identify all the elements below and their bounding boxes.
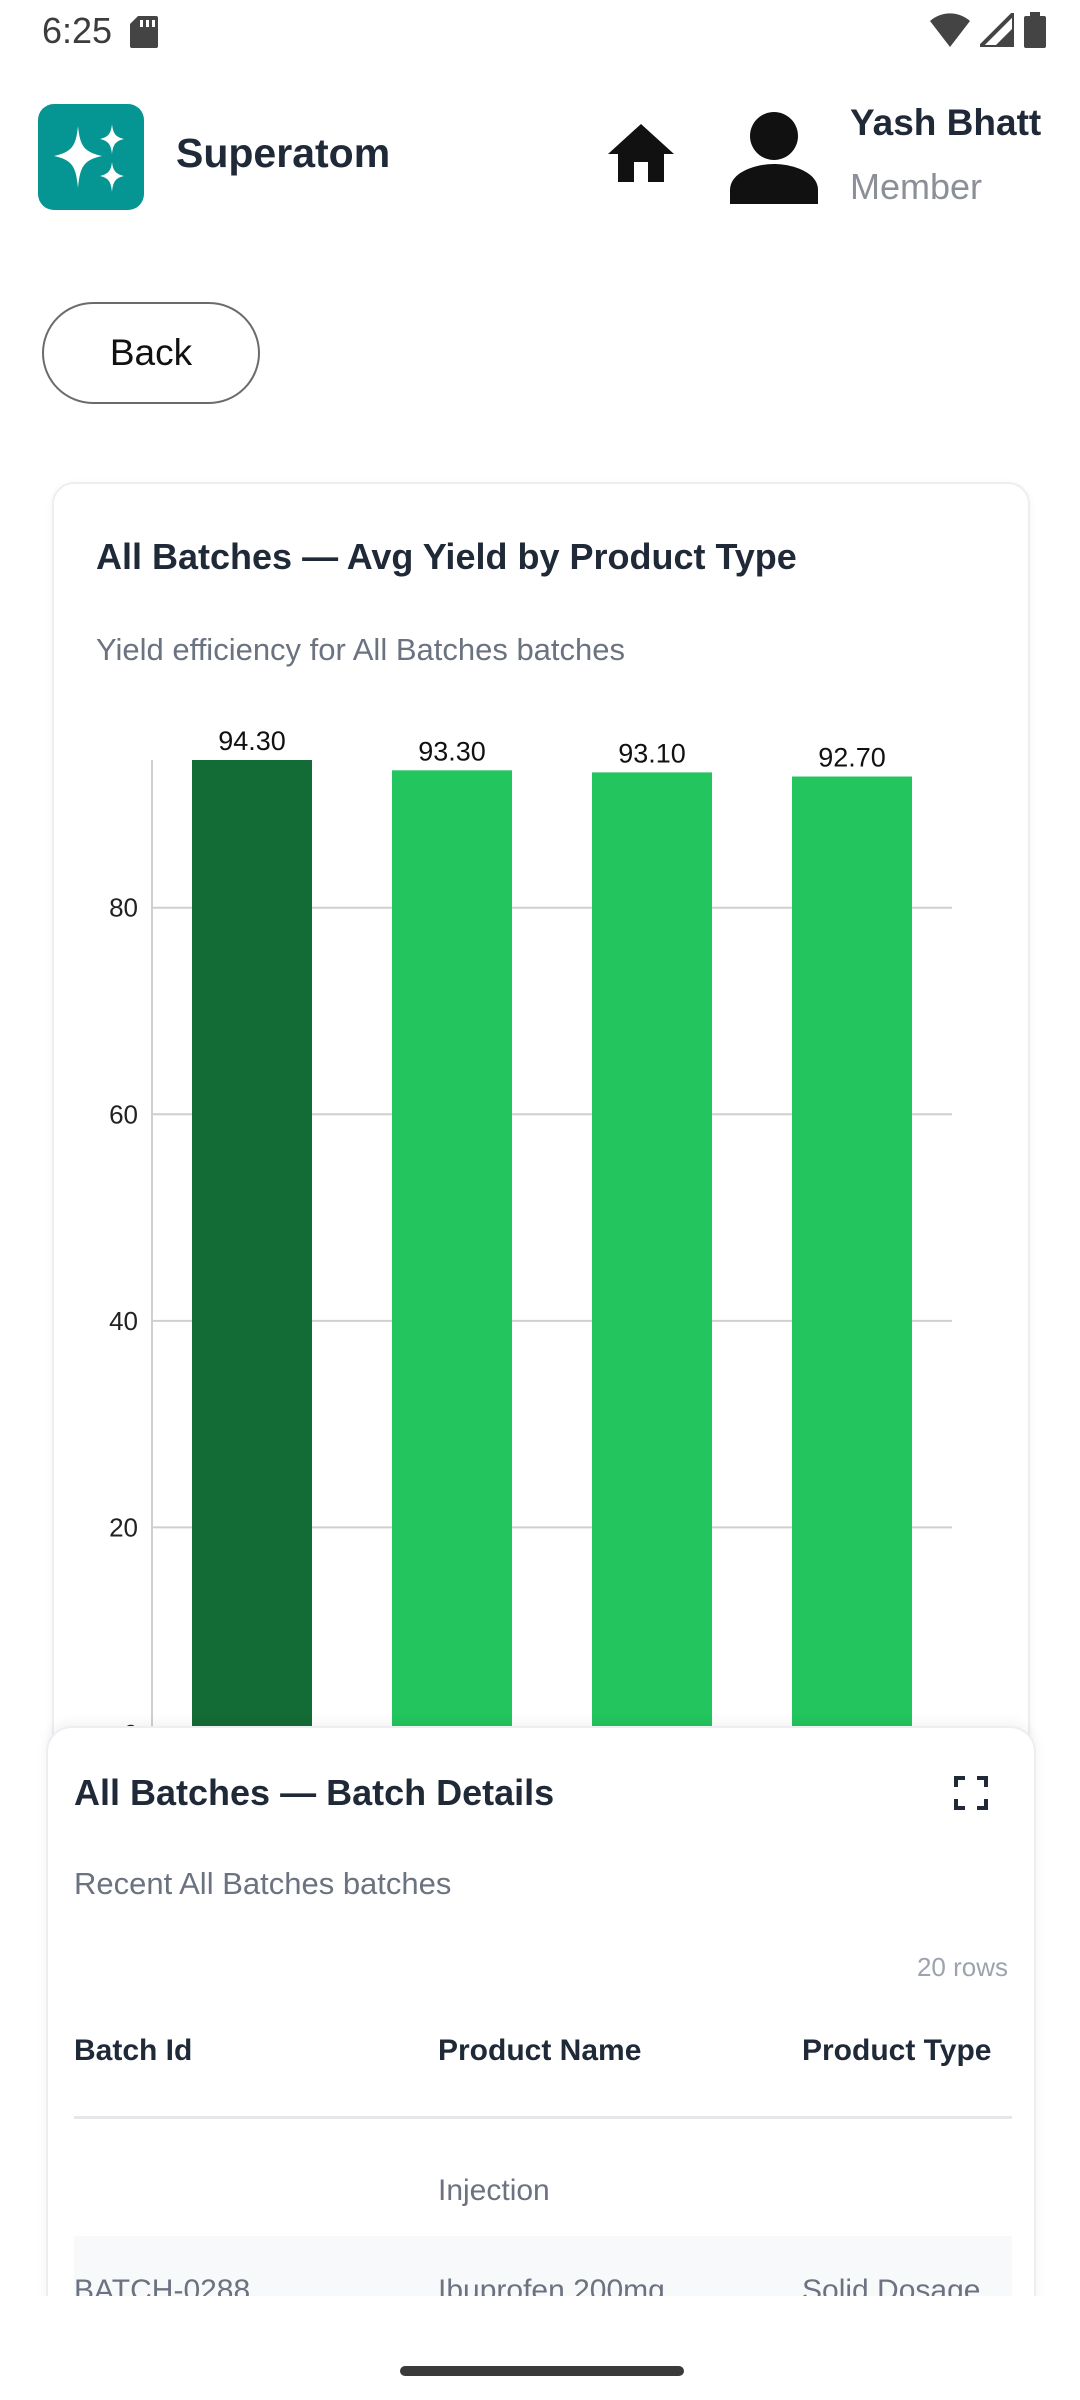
user-name: Yash Bhatt (850, 102, 1042, 143)
bottom-fade (0, 2296, 1080, 2400)
sd-card-icon (130, 16, 158, 48)
bar-value-label: 93.10 (618, 738, 686, 768)
status-icons (930, 12, 1046, 48)
wifi-icon (930, 13, 970, 47)
battery-icon (1024, 12, 1046, 48)
y-tick-label: 20 (109, 1512, 138, 1542)
chart-card: All Batches — Avg Yield by Product Type … (52, 482, 1030, 1782)
status-bar: 6:25 (0, 0, 1080, 62)
table-title: All Batches — Batch Details (74, 1772, 555, 1813)
signal-icon (980, 13, 1014, 47)
bar (392, 770, 512, 1734)
app-header: Superatom Yash Bhatt Member (0, 96, 1080, 216)
y-tick-label: 80 (109, 893, 138, 923)
bar-value-label: 94.30 (218, 726, 286, 756)
app-logo[interactable] (38, 104, 144, 210)
user-role: Member (850, 166, 983, 207)
gesture-handle[interactable] (400, 2366, 684, 2376)
status-time: 6:25 (42, 10, 113, 51)
chart-subtitle: Yield efficiency for All Batches batches (96, 632, 626, 667)
row-count: 20 rows (916, 1952, 1008, 1982)
bar (592, 772, 712, 1734)
column-header-batch-id[interactable]: Batch Id (74, 2034, 193, 2067)
table-subtitle: Recent All Batches batches (74, 1866, 452, 1901)
user-avatar-icon[interactable] (726, 108, 822, 204)
bar (192, 760, 312, 1734)
home-icon[interactable] (606, 122, 676, 184)
y-tick-label: 60 (109, 1099, 138, 1129)
expand-icon[interactable] (954, 1776, 988, 1810)
app-name: Superatom (176, 130, 391, 176)
bar-value-label: 92.70 (818, 743, 886, 773)
column-header-product-name[interactable]: Product Name (438, 2034, 642, 2067)
bar-value-label: 93.30 (418, 736, 486, 766)
y-tick-label: 40 (109, 1306, 138, 1336)
header-divider (74, 2116, 1012, 2119)
sparkles-icon (54, 124, 124, 192)
chart-title: All Batches — Avg Yield by Product Type (96, 536, 797, 577)
bar (792, 776, 912, 1734)
back-button[interactable]: Back (42, 302, 260, 404)
column-header-product-type[interactable]: Product Type (802, 2034, 992, 2067)
cell-product-name: Injection (438, 2174, 550, 2207)
